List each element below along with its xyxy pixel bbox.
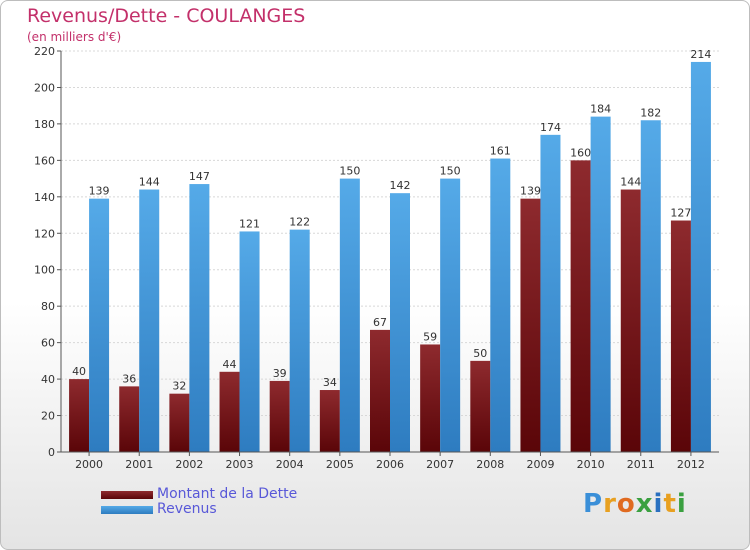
- bar-dette: [670, 220, 691, 452]
- y-tick-label: 160: [34, 154, 55, 167]
- x-tick-label: 2010: [577, 458, 605, 471]
- data-label-dette: 144: [620, 176, 641, 189]
- logo-letter: P: [583, 489, 604, 519]
- chart-title: Revenus/Dette - COULANGES: [27, 5, 306, 27]
- legend-swatch-dette: [101, 491, 153, 499]
- data-label-revenus: 147: [189, 170, 210, 183]
- data-label-dette: 34: [323, 376, 337, 389]
- data-label-revenus: 150: [339, 165, 360, 178]
- x-tick-label: 2007: [426, 458, 454, 471]
- data-label-dette: 50: [473, 347, 487, 360]
- data-label-revenus: 144: [139, 176, 160, 189]
- y-tick-label: 0: [48, 446, 55, 459]
- y-tick-label: 40: [41, 373, 55, 386]
- y-tick-label: 120: [34, 227, 55, 240]
- x-tick-label: 2009: [526, 458, 554, 471]
- data-label-dette: 44: [223, 358, 237, 371]
- x-tick-label: 2001: [125, 458, 153, 471]
- bar-revenus: [339, 178, 360, 452]
- bar-revenus: [540, 134, 561, 452]
- x-tick-label: 2011: [627, 458, 655, 471]
- bar-revenus: [390, 193, 410, 452]
- data-label-revenus: 139: [89, 185, 110, 198]
- x-tick-label: 2003: [226, 458, 254, 471]
- y-tick-label: 60: [41, 337, 55, 350]
- bar-dette: [620, 189, 641, 452]
- x-tick-label: 2005: [326, 458, 354, 471]
- logo-letter: t: [663, 489, 677, 519]
- y-tick-label: 200: [34, 81, 55, 94]
- bar-dette: [319, 390, 340, 452]
- bar-revenus: [690, 61, 711, 452]
- bar-revenus: [289, 229, 310, 452]
- bar-dette: [69, 379, 90, 452]
- data-label-dette: 32: [172, 380, 186, 393]
- bar-dette: [470, 360, 491, 452]
- bar-revenus: [590, 116, 611, 453]
- data-label-dette: 67: [373, 316, 387, 329]
- bar-revenus: [239, 231, 260, 452]
- logo-letter: o: [616, 489, 636, 519]
- chart-subtitle: (en milliers d'€): [27, 30, 122, 44]
- data-label-revenus: 161: [490, 145, 511, 158]
- x-tick-label: 2008: [476, 458, 504, 471]
- data-label-dette: 40: [72, 365, 86, 378]
- data-label-dette: 59: [423, 330, 437, 343]
- logo-letter: i: [676, 489, 687, 519]
- data-label-dette: 127: [670, 207, 691, 220]
- y-tick-label: 220: [34, 45, 55, 58]
- x-tick-label: 2002: [175, 458, 203, 471]
- bar-dette: [420, 344, 441, 452]
- bar-dette: [169, 393, 190, 452]
- legend-label-revenus: Revenus: [157, 501, 217, 517]
- data-label-revenus: 214: [690, 48, 711, 61]
- legend-swatch-revenus: [101, 506, 153, 514]
- data-label-revenus: 182: [640, 106, 661, 119]
- bar-revenus: [640, 120, 661, 452]
- y-tick-label: 180: [34, 118, 55, 131]
- bar-revenus: [189, 184, 210, 453]
- data-label-revenus: 142: [390, 179, 411, 192]
- y-tick-label: 20: [41, 410, 55, 423]
- data-label-revenus: 150: [440, 165, 461, 178]
- bar-revenus: [89, 198, 110, 452]
- logo-letter: x: [635, 489, 654, 519]
- y-tick-label: 140: [34, 191, 55, 204]
- bar-dette: [119, 386, 140, 452]
- data-label-revenus: 122: [289, 216, 310, 229]
- logo-letter: i: [653, 489, 664, 519]
- x-tick-label: 2006: [376, 458, 404, 471]
- data-label-dette: 36: [122, 372, 136, 385]
- bar-dette: [520, 198, 541, 452]
- logo-letter: r: [603, 489, 617, 519]
- y-tick-label: 80: [41, 300, 55, 313]
- bar-dette: [370, 329, 390, 452]
- legend-label-dette: Montant de la Dette: [157, 486, 298, 502]
- bar-dette: [570, 160, 591, 452]
- x-tick-label: 2004: [276, 458, 304, 471]
- data-label-revenus: 121: [239, 217, 260, 230]
- x-tick-label: 2000: [75, 458, 103, 471]
- bar-revenus: [440, 178, 461, 452]
- bar-dette: [219, 371, 240, 452]
- proxiti-logo: Proxiti: [583, 489, 687, 519]
- data-label-revenus: 184: [590, 103, 611, 116]
- data-label-dette: 39: [273, 367, 287, 380]
- bar-revenus: [490, 158, 511, 453]
- x-tick-label: 2012: [677, 458, 705, 471]
- data-label-dette: 139: [520, 185, 541, 198]
- y-tick-label: 100: [34, 264, 55, 277]
- bar-dette: [269, 380, 290, 452]
- data-label-dette: 160: [570, 146, 591, 159]
- bar-revenus: [139, 189, 160, 452]
- data-label-revenus: 174: [540, 121, 561, 134]
